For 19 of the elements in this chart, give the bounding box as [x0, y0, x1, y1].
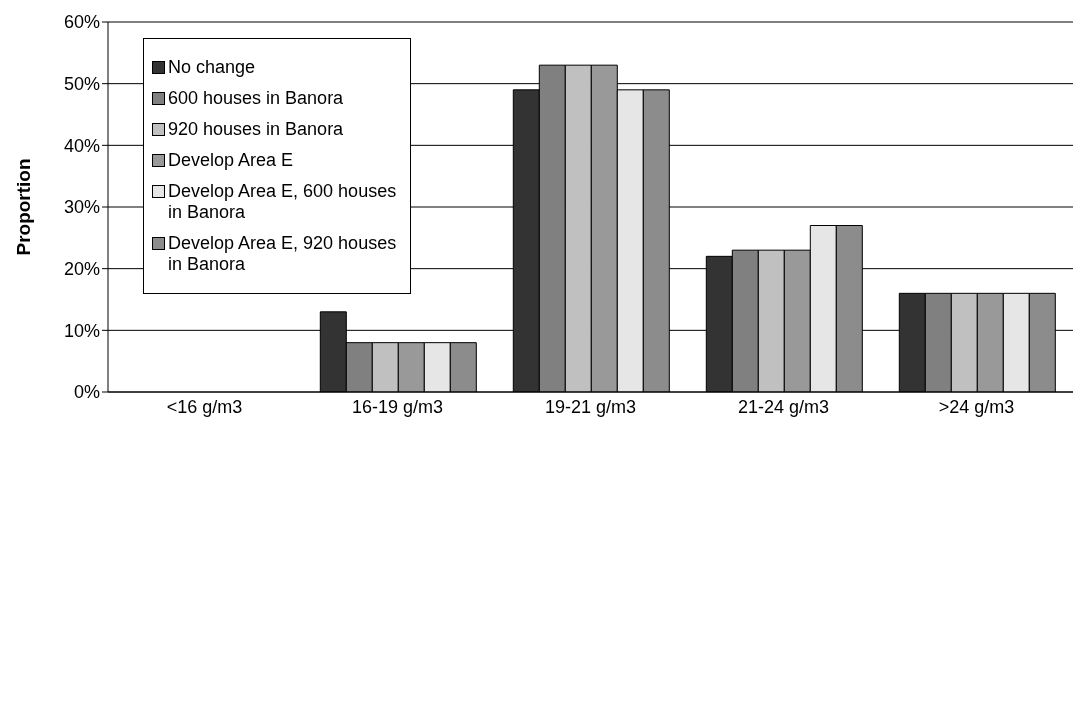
x-tick-label: <16 g/m3	[166, 396, 243, 417]
legend-label: Develop Area E	[168, 150, 294, 171]
y-tick-label: 10%	[63, 320, 100, 341]
legend-label: 600 houses in Banora	[168, 88, 344, 109]
legend-label: 920 houses in Banora	[168, 119, 344, 140]
y-tick-label: 40%	[63, 135, 100, 156]
x-tick-label: 21-24 g/m3	[737, 396, 830, 417]
y-tick-label: 50%	[63, 74, 100, 95]
x-tick-label: >24 g/m3	[938, 396, 1015, 417]
legend-label: No change	[168, 57, 256, 78]
y-tick-label: 20%	[63, 259, 100, 280]
y-tick-label: 60%	[63, 12, 100, 33]
x-tick-label: 16-19 g/m3	[351, 396, 444, 417]
y-tick-label: 30%	[63, 197, 100, 218]
x-tick-label: 19-21 g/m3	[544, 396, 637, 417]
legend-label: Develop Area E, 920 houses in Banora	[168, 233, 398, 275]
legend-label: Develop Area E, 600 houses in Banora	[168, 181, 398, 223]
y-tick-label: 0%	[73, 382, 100, 403]
y-axis-title: Proportion	[12, 158, 34, 256]
